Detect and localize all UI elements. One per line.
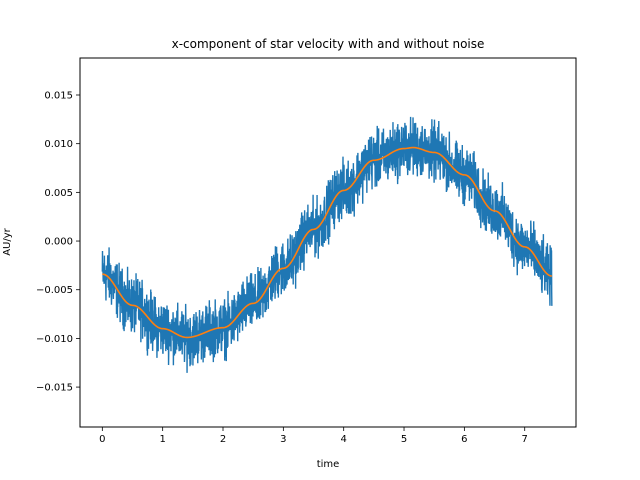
- x-tick-label: 6: [461, 434, 467, 445]
- plot-area: [101, 116, 553, 373]
- x-axis-label: time: [317, 459, 340, 470]
- series-line-clean: [102, 146, 552, 339]
- y-tick-label: 0.005: [44, 188, 73, 199]
- x-tick-label: 1: [159, 434, 165, 445]
- y-axis: −0.015 −0.010 −0.005 0.000 0.005 0.010 0.015: [36, 90, 80, 394]
- x-tick-label: 4: [341, 434, 347, 445]
- y-tick-label: 0.000: [44, 237, 73, 248]
- plot-frame: [79, 57, 577, 428]
- x-tick-label: 5: [401, 434, 407, 445]
- x-tick-label: 2: [220, 434, 226, 445]
- x-tick-label: 0: [99, 434, 105, 445]
- x-tick-label: 3: [280, 434, 286, 445]
- series-line-noisy: [101, 116, 553, 373]
- y-axis-label: AU/yr: [2, 227, 13, 255]
- y-tick-label: −0.010: [36, 334, 73, 345]
- y-tick-label: −0.015: [36, 383, 73, 394]
- y-tick-label: 0.010: [44, 139, 73, 150]
- x-axis: 0 1 2 3 4 5 6 7: [99, 427, 528, 445]
- y-tick-label: −0.005: [36, 285, 73, 296]
- y-tick-label: 0.015: [44, 90, 73, 101]
- chart-title: x-component of star velocity with and wi…: [172, 37, 485, 51]
- x-tick-label: 7: [522, 434, 528, 445]
